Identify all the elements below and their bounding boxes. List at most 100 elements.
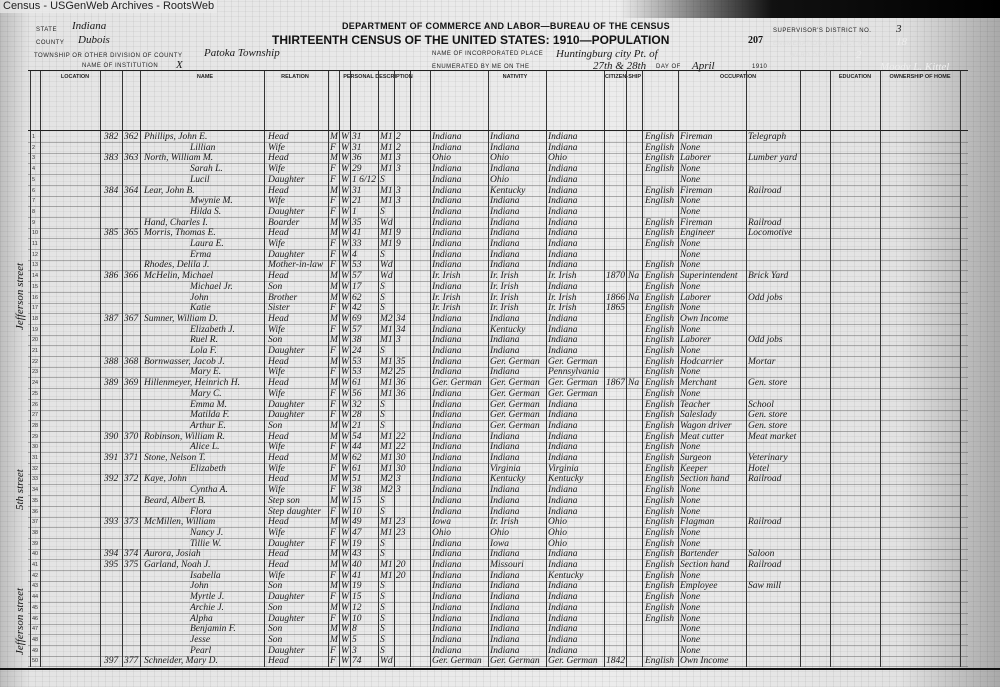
cell-marital: S: [380, 645, 385, 656]
cell-age: 44: [352, 442, 362, 453]
cell-father: Ger. German: [490, 399, 540, 410]
cell-race: W: [341, 388, 349, 399]
column-rule: [140, 70, 141, 667]
cell-name: Ruel R.: [190, 335, 218, 346]
cell-father: Ir. Irish: [490, 271, 519, 282]
cell-marital: M2: [380, 367, 393, 378]
enumerated-month: April: [692, 60, 715, 72]
cell-years: 34: [396, 324, 406, 335]
cell-mother: Indiana: [548, 453, 578, 463]
table-row: 35 Beard, Albert B. Step son M W 15 S Indiana In…: [28, 496, 968, 507]
cell-occupation: Superintendent: [680, 271, 738, 282]
cell-sex: M: [330, 228, 338, 239]
cell-occupation: Surgeon: [680, 453, 712, 463]
row-rule: [28, 441, 968, 443]
cell-marital: M1: [380, 388, 393, 399]
cell-immig: 1870: [606, 271, 625, 282]
cell-birthplace: Ir. Irish: [432, 303, 461, 314]
table-row: 43 John Son M W 19 S Indiana Indiana Indiana Engli…: [28, 581, 968, 593]
cell-industry: Veterinary: [748, 453, 788, 463]
cell-name: Mary E.: [190, 367, 222, 378]
cell-relation: Head: [268, 560, 289, 570]
column-rule: [642, 70, 643, 667]
cell-race: W: [341, 239, 349, 249]
cell-father: Ir. Irish: [490, 303, 519, 314]
row-rule: [28, 345, 968, 347]
cell-nat: Na: [628, 292, 640, 303]
cell-name: McHelin, Michael: [144, 271, 214, 282]
cell-marital: S: [380, 174, 385, 185]
cell-dwelling: 386: [104, 271, 119, 282]
cell-relation: Head: [268, 153, 289, 164]
cell-age: 56: [352, 388, 362, 399]
cell-mother: Indiana: [548, 399, 578, 410]
cell-family: 366: [124, 271, 139, 282]
cell-occupation: Own Income: [680, 313, 729, 324]
cell-name: Robinson, William R.: [144, 431, 225, 442]
cell-birthplace: Indiana: [432, 506, 462, 517]
cell-birthplace: Ohio: [432, 153, 451, 164]
column-rule: [678, 70, 679, 667]
cell-marital: S: [380, 634, 385, 645]
table-row: 45 Archie J. Son M W 12 S Indiana Indiana Indiana…: [28, 603, 968, 614]
browser-tab-title[interactable]: Census - USGenWeb Archives - RootsWeb: [0, 0, 218, 13]
sheet-number: 207: [748, 35, 763, 46]
cell-occupation: None: [680, 538, 701, 549]
cell-mother: Indiana: [548, 217, 578, 228]
cell-relation: Daughter: [268, 592, 305, 603]
cell-occupation: Laborer: [680, 292, 711, 303]
cell-age: 29: [352, 164, 362, 175]
row-rule: [28, 259, 968, 261]
cell-marital: S: [380, 581, 385, 592]
cell-language: English: [645, 271, 675, 282]
cell-sex: F: [330, 196, 336, 207]
cell-father: Indiana: [490, 367, 520, 378]
column-rule: [378, 70, 379, 667]
cell-race: W: [341, 602, 349, 613]
cell-language: English: [645, 388, 675, 399]
cell-language: English: [645, 656, 675, 667]
cell-occupation: Employee: [680, 581, 718, 592]
cell-relation: Head: [268, 517, 289, 528]
cell-occupation: Flagman: [680, 517, 715, 528]
cell-relation: Wife: [268, 367, 285, 378]
cell-language: English: [645, 613, 675, 624]
cell-father: Indiana: [490, 346, 520, 356]
cell-industry: Hotel: [748, 463, 770, 474]
cell-age: 19: [352, 538, 362, 549]
cell-occupation: None: [680, 260, 701, 271]
cell-name: Alpha: [190, 613, 213, 624]
table-row: 2 Lillian Wife F W 31 M1 2 Indiana Indiana Indiana…: [28, 143, 968, 154]
cell-occupation: Own Income: [680, 656, 729, 667]
cell-birthplace: Indiana: [432, 206, 462, 217]
cell-race: W: [341, 549, 349, 560]
cell-family: 365: [124, 228, 139, 239]
cell-age: 5: [352, 634, 357, 645]
cell-age: 42: [352, 303, 362, 314]
cell-race: W: [341, 132, 349, 142]
row-rule: [28, 270, 968, 272]
place-label: Name of incorporated place: [432, 51, 544, 57]
cell-name: Archie J.: [190, 602, 224, 613]
cell-dwelling: 393: [104, 517, 119, 528]
cell-father: Indiana: [490, 142, 520, 153]
cell-language: English: [645, 324, 675, 335]
cell-marital: S: [380, 281, 385, 292]
cell-birthplace: Indiana: [432, 346, 462, 356]
cell-years: 23: [396, 527, 406, 538]
cell-line: 23: [32, 369, 39, 376]
cell-father: Indiana: [490, 239, 520, 249]
cell-relation: Daughter: [268, 249, 305, 260]
cell-birthplace: Indiana: [432, 645, 462, 656]
cell-mother: Indiana: [548, 581, 578, 592]
street-label: 5th street: [14, 469, 26, 510]
cell-name: Erma: [190, 249, 212, 260]
cell-sex: F: [330, 142, 336, 153]
table-row: 38 Nancy J. Wife F W 47 M1 23 Ohio Ohio Ohio Englis…: [28, 528, 968, 539]
cell-name: Mary C.: [190, 388, 222, 399]
table-row: 31 391 371 Stone, Nelson T. Head M W 62 M1 30 Indi…: [28, 453, 968, 464]
row-rule: [28, 634, 968, 636]
table-row: 14 386 366 McHelin, Michael Head M W 57 Wd Ir. Ir…: [28, 271, 968, 283]
row-rule: [28, 623, 968, 625]
cell-relation: Son: [268, 602, 283, 613]
